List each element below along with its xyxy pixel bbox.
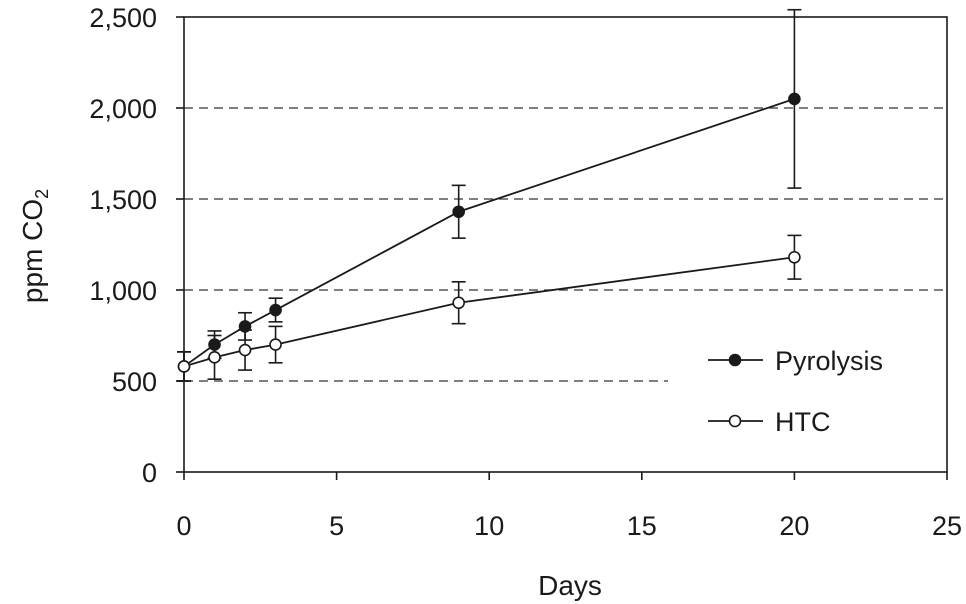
y-tick-label: 2,000 — [89, 94, 157, 124]
x-axis-title: Days — [538, 570, 602, 601]
x-tick-label: 25 — [932, 511, 962, 541]
x-tick-label: 5 — [329, 511, 344, 541]
series-htc — [177, 234, 802, 382]
legend-marker — [728, 353, 742, 367]
legend-marker — [728, 414, 742, 428]
series-layer — [177, 8, 802, 382]
legend-box — [668, 330, 944, 460]
y-tick-label: 0 — [142, 458, 157, 488]
x-axis: 0 5 10 15 20 25 — [176, 472, 962, 541]
legend-background — [668, 330, 944, 460]
x-tick-label: 0 — [176, 511, 191, 541]
y-axis-title: ppm CO2 — [17, 189, 52, 303]
x-tick-label: 15 — [627, 511, 657, 541]
legend-label: HTC — [775, 407, 831, 437]
series-pyrolysis — [177, 8, 802, 382]
x-tick-label: 20 — [779, 511, 809, 541]
legend: Pyrolysis HTC — [708, 346, 883, 437]
y-axis-title-main: ppm CO — [17, 199, 48, 303]
y-tick-label: 2,500 — [89, 3, 157, 33]
y-tick-label: 1,500 — [89, 185, 157, 215]
legend-item: Pyrolysis — [708, 346, 883, 376]
data-point — [788, 250, 801, 264]
data-point — [269, 338, 282, 351]
data-point — [452, 296, 465, 310]
x-tick-label: 10 — [474, 511, 504, 541]
legend-item: HTC — [708, 407, 831, 437]
y-tick-label: 500 — [112, 367, 157, 397]
data-point — [238, 343, 252, 357]
y-tick-label: 1,000 — [89, 276, 157, 306]
data-point — [269, 303, 282, 317]
y-axis: 0 500 1,000 1,500 2,000 2,500 — [89, 3, 184, 488]
data-point — [788, 92, 801, 106]
legend-label: Pyrolysis — [775, 346, 883, 376]
data-point — [177, 360, 191, 373]
data-point — [208, 351, 221, 364]
y-axis-title-subscript: 2 — [32, 189, 52, 199]
data-point — [452, 205, 465, 219]
plot-frame — [183, 16, 948, 473]
